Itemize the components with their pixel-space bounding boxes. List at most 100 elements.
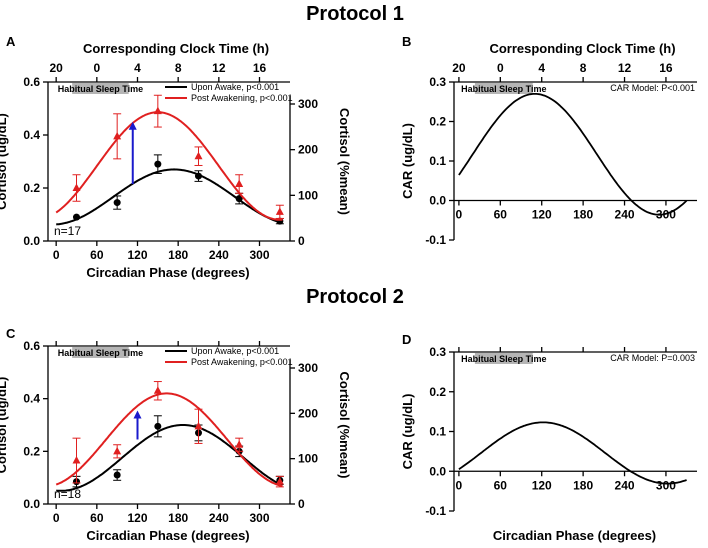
- car-curve: [458, 93, 688, 216]
- legend-entry: Post Awakening, p<0.001: [191, 357, 293, 367]
- sleep-time-box: [72, 83, 129, 94]
- legend-entry: Post Awakening, p<0.001: [191, 93, 293, 103]
- x-tick-label: 120: [127, 248, 147, 262]
- data-point-post-awakening: [113, 446, 122, 455]
- data-point-post-awakening: [275, 477, 284, 485]
- sleep-time-label: Habitual Sleep Time: [58, 348, 143, 358]
- top-tick-label: 8: [580, 61, 587, 75]
- y-tick-label: 0.1: [429, 154, 446, 168]
- x-axis-title: Circadian Phase (degrees): [86, 265, 249, 280]
- sleep-time-label: Habitual Sleep Time: [58, 84, 143, 94]
- top-tick-label: 4: [134, 61, 141, 75]
- top-tick-label: 0: [497, 61, 504, 75]
- data-point-post-awakening: [275, 207, 284, 215]
- y-tick-label: 0.0: [429, 464, 446, 478]
- x-tick-label: 240: [209, 511, 229, 525]
- x-tick-label: 120: [532, 478, 552, 492]
- car-curve: [458, 421, 687, 485]
- protocol-1-title: Protocol 1: [306, 3, 404, 25]
- y2-tick-label: 100: [298, 188, 318, 202]
- y-tick-label: 0.3: [429, 345, 446, 359]
- y2-tick-label: 0: [298, 234, 305, 248]
- y2-tick-label: 300: [298, 361, 318, 375]
- data-point-upon-awake: [154, 160, 162, 168]
- y-tick-label: 0.1: [429, 425, 446, 439]
- x-tick-label: 240: [615, 478, 635, 492]
- y-tick-label: 0.3: [429, 75, 446, 89]
- y-tick-label: 0.6: [23, 75, 40, 89]
- x-tick-label: 0: [53, 511, 60, 525]
- x-tick-label: 60: [90, 511, 104, 525]
- panel-label-d: D: [402, 332, 411, 347]
- data-point-post-awakening: [113, 131, 122, 140]
- legend-entry: Upon Awake, p<0.001: [191, 82, 279, 92]
- panel-label-b: B: [402, 34, 411, 49]
- y-tick-label: 0.2: [429, 115, 446, 129]
- model-label: CAR Model: P=0.003: [610, 353, 695, 363]
- x-axis-title: Circadian Phase (degrees): [493, 528, 656, 543]
- fit-curve-post-awakening: [55, 392, 283, 487]
- x-tick-label: 300: [249, 511, 269, 525]
- y-tick-label: 0.4: [23, 128, 40, 142]
- top-tick-label: 12: [212, 61, 226, 75]
- fit-curve-post-awakening: [55, 111, 283, 221]
- sleep-time-label: Habitual Sleep Time: [461, 84, 546, 94]
- x-tick-label: 120: [127, 511, 147, 525]
- chart-b: B -0.1 0.0 0.1 0.2 0.3 CAR (ug/dL) 20 0 4 8 12 16 Cor…: [400, 34, 697, 247]
- n-label: n=17: [54, 224, 81, 238]
- protocol-2-title: Protocol 2: [306, 286, 404, 308]
- top-tick-label: 16: [659, 61, 673, 75]
- data-point-post-awakening: [235, 179, 244, 188]
- data-point-upon-awake: [195, 172, 202, 180]
- y-tick-label: 0.6: [23, 339, 40, 353]
- y2-tick-label: 300: [298, 97, 318, 111]
- top-tick-label: 20: [452, 61, 466, 75]
- top-tick-label: 4: [538, 61, 545, 75]
- y-tick-label: -0.1: [425, 233, 446, 247]
- top-tick-label: 16: [253, 61, 267, 75]
- y2-tick-label: 200: [298, 406, 318, 420]
- data-point-upon-awake: [73, 213, 80, 221]
- x-tick-label: 120: [532, 208, 552, 222]
- car-arrow-head: [133, 410, 142, 419]
- y2-axis-title: Cortisol (%mean): [337, 108, 352, 215]
- y2-axis-title: Cortisol (%mean): [337, 372, 352, 479]
- data-point-post-awakening: [194, 421, 203, 430]
- x-tick-label: 0: [456, 478, 463, 492]
- data-point-post-awakening: [153, 106, 162, 115]
- y-axis-title: Cortisol (ug/dL): [0, 377, 9, 474]
- x-tick-label: 180: [573, 208, 593, 222]
- chart-c: C 0.0 0.2 0.4 0.6 Cortisol (ug/dL) Habitual Sl…: [0, 326, 352, 543]
- y2-tick-label: 100: [298, 452, 318, 466]
- data-point-upon-awake: [113, 471, 121, 479]
- top-tick-label: 12: [618, 61, 632, 75]
- model-label: CAR Model: P<0.001: [610, 83, 695, 93]
- y-tick-label: -0.1: [425, 504, 446, 518]
- x-tick-label: 240: [209, 248, 229, 262]
- chart-d: D -0.1 0.0 0.1 0.2 0.3 CAR (ug/dL) Habitual Sle…: [400, 332, 697, 543]
- x-tick-label: 240: [615, 208, 635, 222]
- y2-tick-label: 200: [298, 143, 318, 157]
- y2-tick-label: 0: [298, 497, 305, 511]
- data-point-post-awakening: [153, 386, 162, 394]
- data-point-post-awakening: [235, 440, 244, 448]
- x-tick-label: 180: [168, 511, 188, 525]
- x-tick-label: 0: [53, 248, 60, 262]
- y-tick-label: 0.2: [23, 444, 40, 458]
- x-tick-label: 300: [656, 478, 676, 492]
- sleep-time-box: [72, 347, 129, 358]
- x-tick-label: 0: [456, 208, 463, 222]
- x-axis-title: Circadian Phase (degrees): [86, 528, 249, 543]
- y-tick-label: 0.0: [23, 234, 40, 248]
- x-tick-label: 60: [90, 248, 104, 262]
- top-axis-title: Corresponding Clock Time (h): [83, 41, 269, 56]
- y-tick-label: 0.0: [429, 194, 446, 208]
- y-axis-title: CAR (ug/dL): [400, 123, 415, 199]
- legend-entry: Upon Awake, p<0.001: [191, 346, 279, 356]
- x-tick-label: 180: [573, 478, 593, 492]
- y-tick-label: 0.0: [23, 497, 40, 511]
- y-tick-label: 0.4: [23, 392, 40, 406]
- sleep-time-label: Habitual Sleep Time: [461, 354, 546, 364]
- top-tick-label: 0: [93, 61, 100, 75]
